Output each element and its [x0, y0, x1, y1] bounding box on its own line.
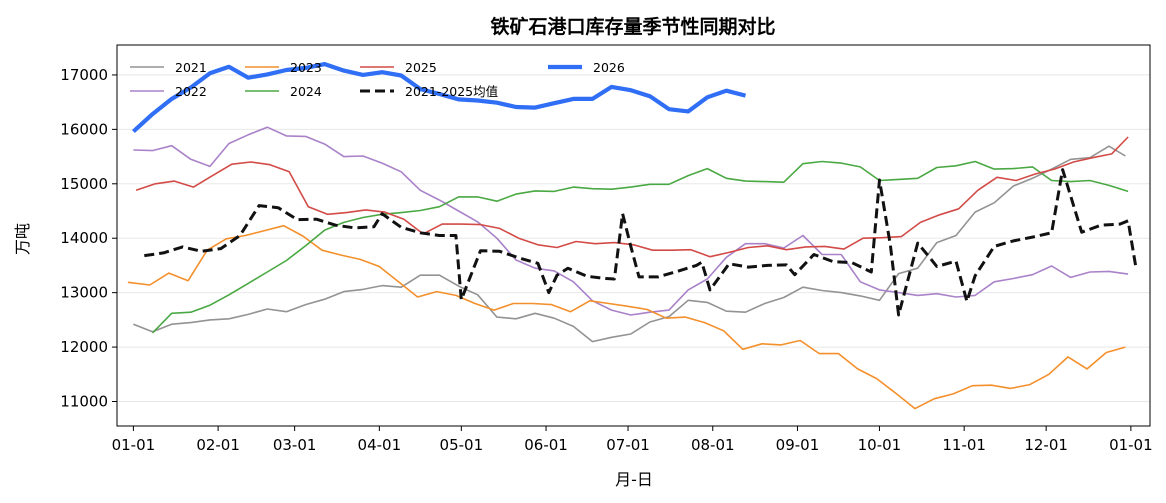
- legend-label: 2024: [290, 84, 322, 99]
- gridlines: [117, 74, 1150, 403]
- legend-label: 2023: [290, 60, 322, 75]
- y-tick-label: 11000: [60, 393, 108, 411]
- legend-label: 2021-2025均值: [405, 84, 498, 99]
- x-tick-label: 09-01: [776, 436, 820, 454]
- x-tick-label: 12-01: [1024, 436, 1068, 454]
- y-tick-label: 17000: [60, 66, 108, 84]
- series-line-2022: [133, 126, 1129, 316]
- x-tick-label: 03-01: [273, 436, 317, 454]
- x-tick-label: 07-01: [606, 436, 650, 454]
- legend-label: 2021: [175, 60, 207, 75]
- series-layer: [127, 61, 1138, 410]
- x-tick-label: 02-01: [196, 436, 240, 454]
- y-axis-ticks: 11000 12000 13000 14000 15000 16000 17000: [60, 66, 117, 411]
- series-line-2021-2025均值: [144, 168, 1138, 317]
- x-tick-label: 05-01: [440, 436, 484, 454]
- series-line-2023: [127, 224, 1126, 410]
- x-tick-label: 10-01: [858, 436, 902, 454]
- y-tick-label: 13000: [60, 284, 108, 302]
- x-tick-label: 01-01: [1109, 436, 1153, 454]
- x-axis-label: 月-日: [615, 470, 653, 489]
- legend-label: 2022: [175, 84, 207, 99]
- plot-frame: [116, 44, 1151, 427]
- x-tick-label: 01-01: [112, 436, 156, 454]
- x-tick-label: 11-01: [942, 436, 986, 454]
- y-tick-label: 16000: [60, 120, 108, 138]
- series-line-2025: [135, 136, 1129, 258]
- y-tick-label: 14000: [60, 229, 108, 247]
- series-line-2021: [133, 145, 1126, 343]
- x-tick-label: 04-01: [358, 436, 402, 454]
- series-line-2024: [151, 160, 1129, 334]
- x-tick-label: 06-01: [524, 436, 568, 454]
- legend-label: 2026: [593, 60, 625, 75]
- y-tick-label: 15000: [60, 175, 108, 193]
- x-tick-label: 08-01: [691, 436, 735, 454]
- legend: 2021 2022 2023 2024 2025 2021-2025均值 2026: [130, 60, 625, 99]
- y-axis-label: 万吨: [13, 223, 32, 255]
- series-line-2026: [131, 61, 747, 134]
- y-tick-label: 12000: [60, 338, 108, 356]
- chart-title: 铁矿石港口库存量季节性同期对比: [490, 15, 775, 38]
- legend-label: 2025: [405, 60, 437, 75]
- x-axis-ticks: 01-01 02-01 03-01 04-01 05-01 06-01 07-01 08-01…: [112, 426, 1153, 454]
